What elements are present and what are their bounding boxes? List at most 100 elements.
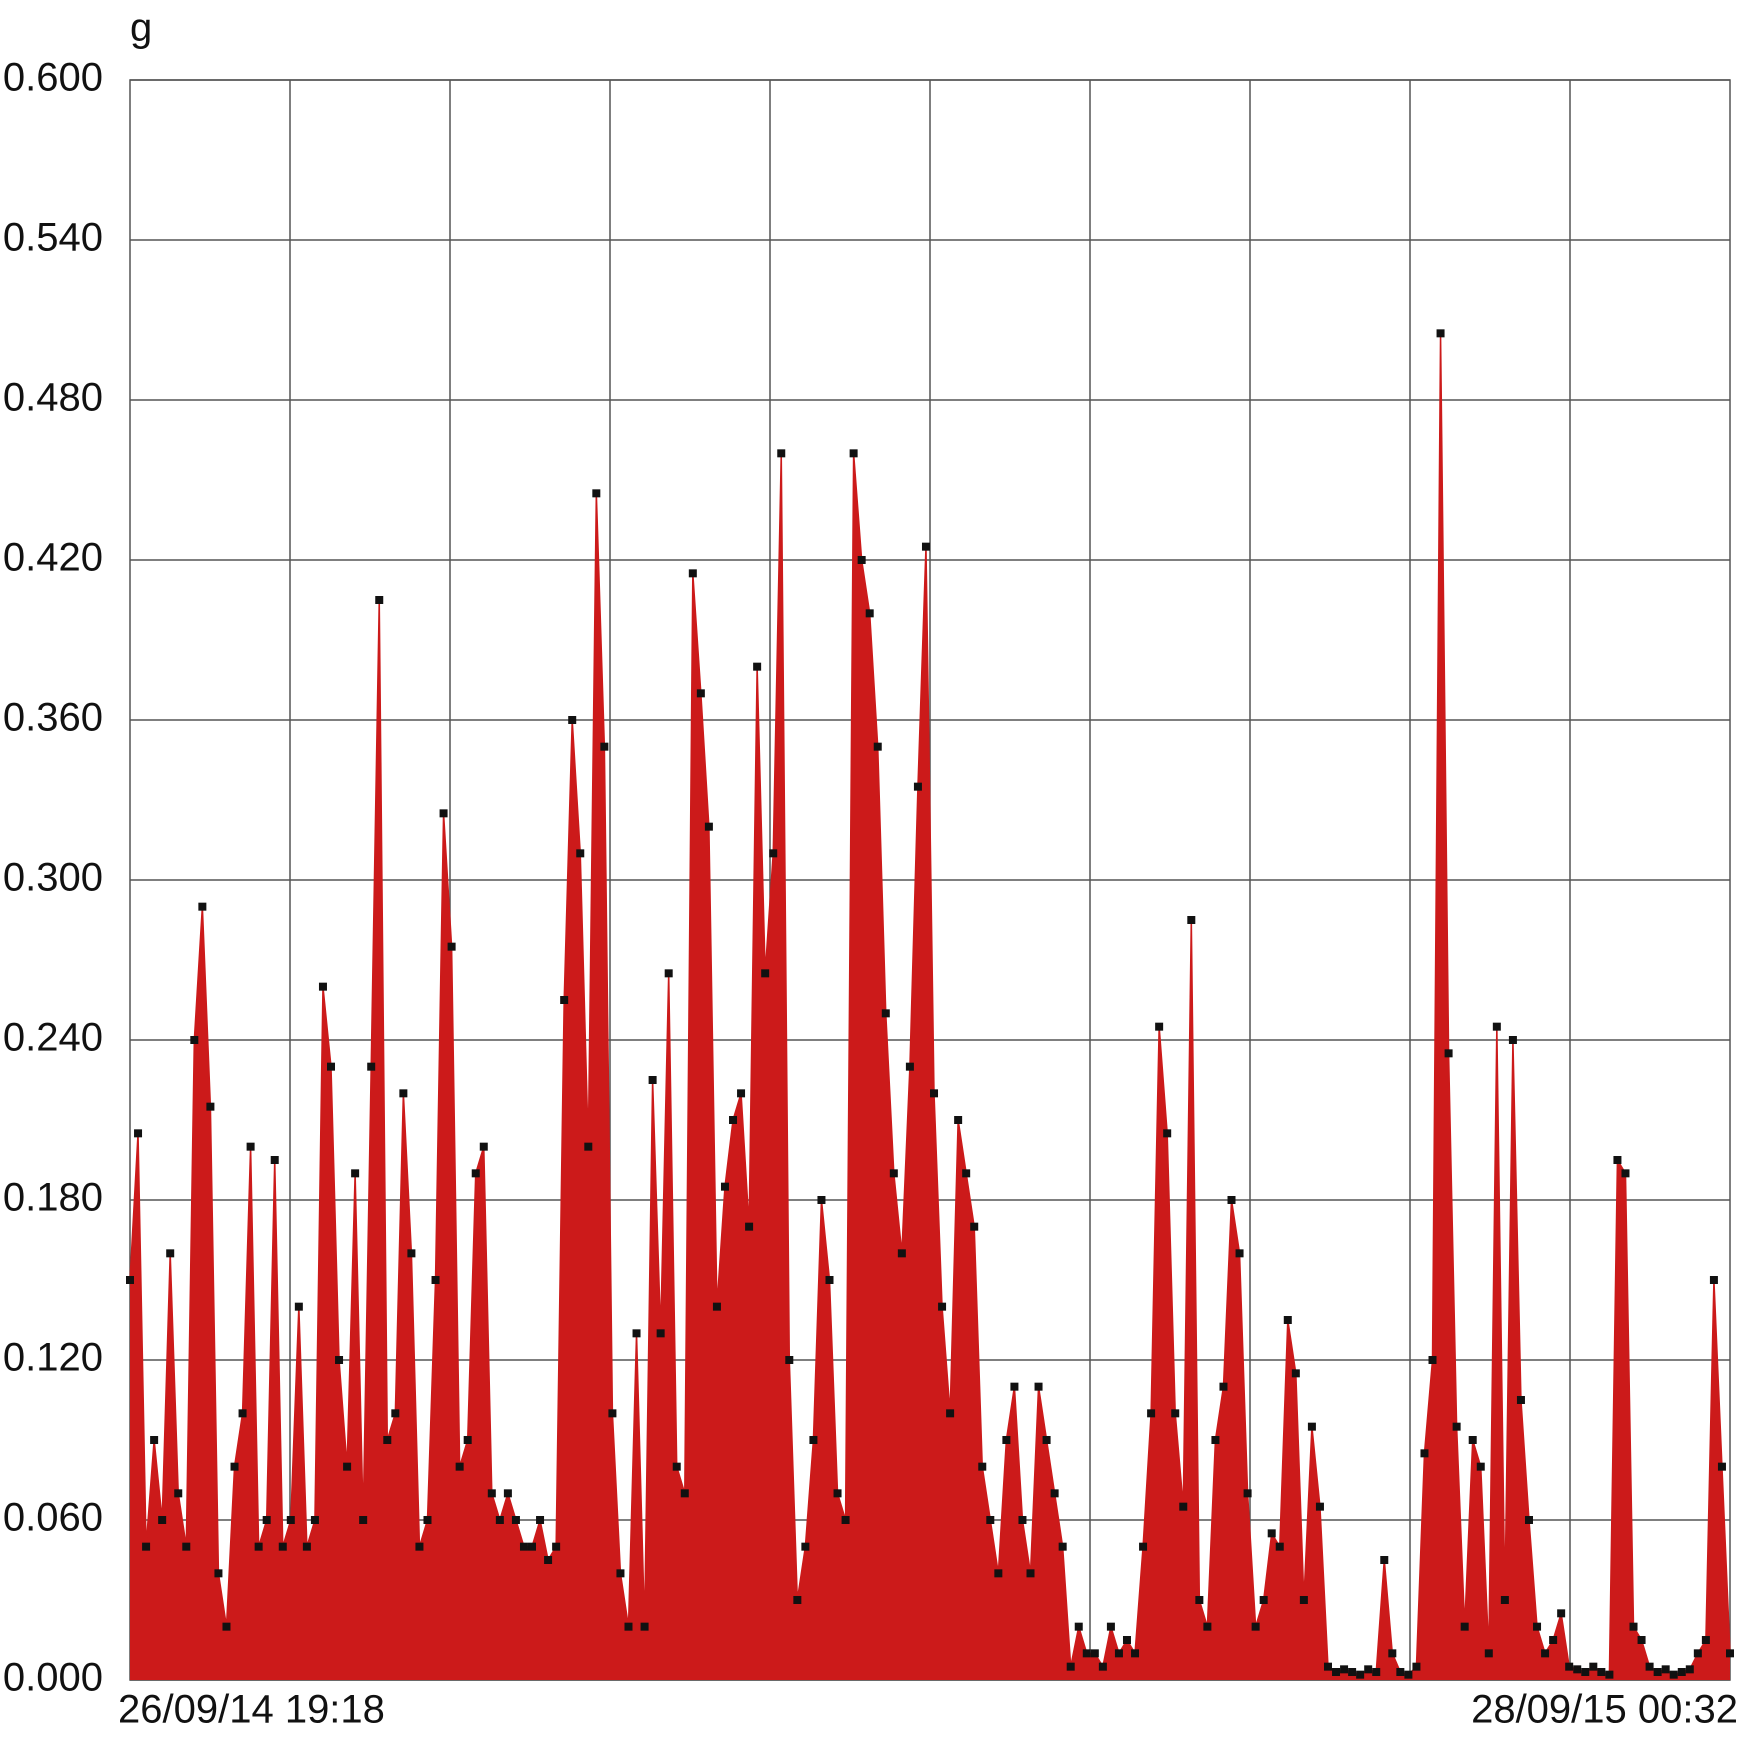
- marker: [1428, 1356, 1437, 1364]
- marker: [793, 1596, 802, 1604]
- marker: [817, 1196, 826, 1204]
- marker: [1726, 1649, 1734, 1658]
- marker: [592, 489, 601, 498]
- marker: [1106, 1622, 1115, 1631]
- marker: [1637, 1636, 1646, 1644]
- marker: [849, 449, 858, 458]
- marker: [511, 1516, 520, 1524]
- marker: [1227, 1196, 1236, 1204]
- marker: [632, 1329, 641, 1338]
- marker: [318, 982, 327, 991]
- marker: [1235, 1249, 1244, 1258]
- marker: [656, 1329, 665, 1338]
- marker: [1034, 1382, 1043, 1391]
- marker: [1468, 1436, 1477, 1444]
- y-tick-label: 0.240: [3, 1016, 103, 1060]
- marker: [785, 1356, 794, 1364]
- y-tick-label: 0.480: [3, 376, 103, 420]
- marker: [1058, 1542, 1067, 1551]
- marker: [1685, 1665, 1694, 1674]
- marker: [1420, 1449, 1429, 1458]
- marker: [528, 1542, 537, 1551]
- marker: [431, 1276, 440, 1284]
- marker: [455, 1462, 464, 1471]
- marker: [696, 689, 705, 698]
- marker: [1251, 1622, 1260, 1631]
- marker: [1476, 1462, 1485, 1471]
- marker: [1524, 1516, 1533, 1524]
- marker: [222, 1622, 231, 1631]
- marker: [166, 1249, 175, 1258]
- marker: [1267, 1529, 1276, 1538]
- marker: [608, 1409, 617, 1418]
- marker: [1372, 1668, 1381, 1676]
- marker: [1187, 916, 1196, 924]
- marker: [375, 596, 384, 604]
- marker: [1139, 1542, 1148, 1551]
- marker: [383, 1436, 392, 1444]
- marker: [1090, 1649, 1099, 1658]
- marker: [1597, 1668, 1606, 1676]
- marker: [158, 1516, 167, 1524]
- marker: [729, 1116, 738, 1124]
- marker: [1275, 1542, 1284, 1551]
- marker: [873, 742, 882, 751]
- marker: [841, 1516, 850, 1524]
- marker: [1589, 1662, 1598, 1671]
- marker: [1693, 1649, 1702, 1658]
- marker: [294, 1302, 303, 1311]
- marker: [1155, 1022, 1164, 1031]
- marker: [214, 1569, 223, 1578]
- marker: [1066, 1662, 1075, 1671]
- marker: [1653, 1668, 1662, 1676]
- marker: [720, 1182, 729, 1191]
- marker: [1050, 1489, 1059, 1498]
- marker: [889, 1169, 898, 1178]
- marker: [1243, 1489, 1252, 1498]
- marker: [1163, 1129, 1172, 1138]
- marker: [1315, 1502, 1324, 1511]
- marker: [1541, 1649, 1550, 1658]
- marker: [1332, 1668, 1341, 1676]
- marker: [487, 1489, 496, 1498]
- marker: [1179, 1502, 1188, 1511]
- marker: [1396, 1668, 1405, 1676]
- marker: [1356, 1670, 1365, 1679]
- marker: [1211, 1436, 1220, 1444]
- marker: [1323, 1662, 1332, 1671]
- marker: [1709, 1276, 1718, 1284]
- marker: [134, 1129, 143, 1138]
- marker: [584, 1142, 593, 1151]
- marker: [833, 1489, 842, 1498]
- marker: [1436, 329, 1445, 338]
- marker: [335, 1356, 344, 1364]
- marker: [1460, 1622, 1469, 1631]
- marker: [761, 969, 770, 978]
- marker: [624, 1622, 633, 1631]
- marker: [254, 1542, 263, 1551]
- marker: [230, 1462, 239, 1471]
- marker: [1605, 1670, 1614, 1679]
- marker: [801, 1542, 810, 1551]
- marker: [327, 1062, 336, 1071]
- marker: [1074, 1622, 1083, 1631]
- marker: [1573, 1665, 1582, 1674]
- marker: [897, 1249, 906, 1258]
- marker: [576, 849, 585, 858]
- marker: [1492, 1022, 1501, 1031]
- marker: [174, 1489, 183, 1498]
- marker: [1533, 1622, 1542, 1631]
- marker: [745, 1222, 754, 1231]
- marker: [704, 822, 713, 831]
- marker: [1629, 1622, 1638, 1631]
- marker: [881, 1009, 890, 1018]
- marker: [769, 849, 778, 858]
- marker: [286, 1516, 295, 1524]
- marker: [343, 1462, 352, 1471]
- marker: [544, 1556, 553, 1564]
- marker: [616, 1569, 625, 1578]
- marker: [1364, 1665, 1373, 1674]
- y-tick-label: 0.120: [3, 1336, 103, 1380]
